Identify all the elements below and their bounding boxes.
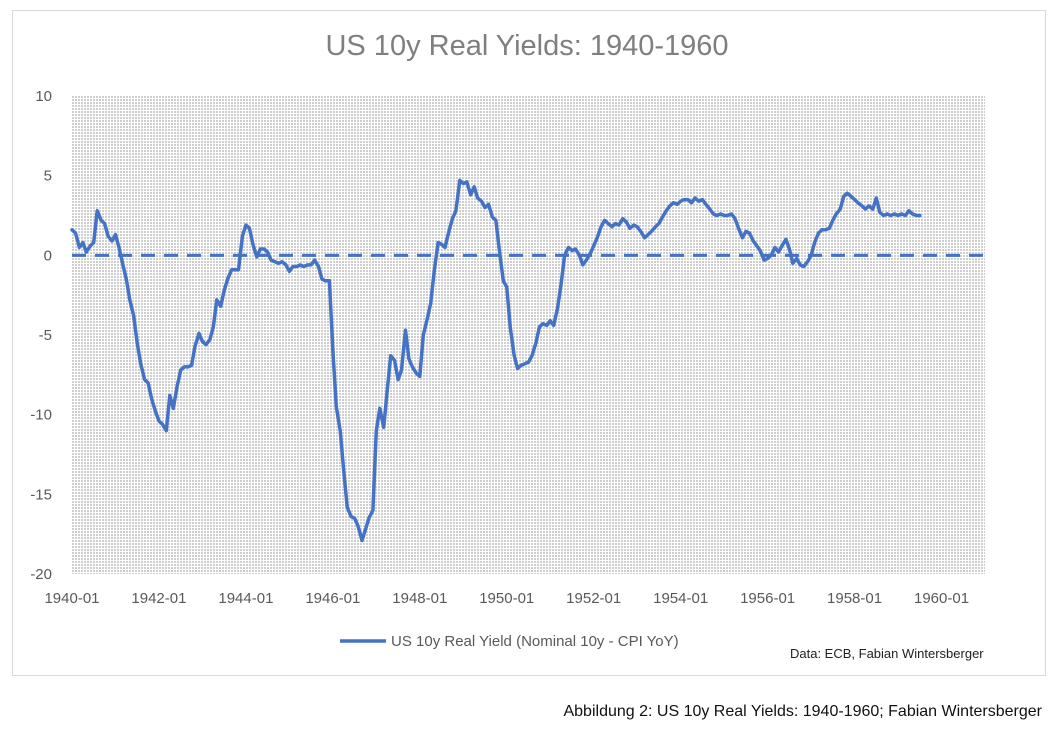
figure-caption: Abbildung 2: US 10y Real Yields: 1940-19… — [563, 703, 1042, 720]
y-tick-label: 0 — [44, 247, 52, 264]
y-tick-label: -5 — [39, 327, 52, 344]
x-tick-label: 1956-01 — [740, 590, 795, 607]
chart-title: US 10y Real Yields: 1940-1960 — [325, 30, 729, 62]
legend-label: US 10y Real Yield (Nominal 10y - CPI YoY… — [391, 633, 679, 650]
x-tick-label: 1952-01 — [566, 590, 621, 607]
data-source-note: Data: ECB, Fabian Wintersberger — [790, 646, 984, 661]
y-tick-label: -15 — [30, 486, 52, 503]
y-tick-label: -20 — [30, 566, 52, 583]
x-tick-label: 1940-01 — [44, 590, 99, 607]
x-tick-label: 1950-01 — [479, 590, 534, 607]
x-tick-label: 1942-01 — [131, 590, 186, 607]
x-tick-label: 1944-01 — [218, 590, 273, 607]
x-tick-label: 1946-01 — [305, 590, 360, 607]
plot-area — [72, 96, 985, 574]
y-tick-label: -10 — [30, 407, 52, 424]
y-tick-label: 10 — [35, 88, 52, 105]
series-line-real-yield — [70, 178, 922, 543]
y-axis: 10 5 0 -5 -10 -15 -20 — [30, 88, 52, 583]
x-tick-label: 1960-01 — [914, 590, 969, 607]
legend: US 10y Real Yield (Nominal 10y - CPI YoY… — [340, 633, 679, 650]
y-tick-label: 5 — [44, 168, 52, 185]
x-tick-label: 1958-01 — [827, 590, 882, 607]
x-tick-label: 1954-01 — [653, 590, 708, 607]
x-axis: 1940-01 1942-01 1944-01 1946-01 1948-01 1950-… — [44, 590, 969, 607]
x-tick-label: 1948-01 — [392, 590, 447, 607]
